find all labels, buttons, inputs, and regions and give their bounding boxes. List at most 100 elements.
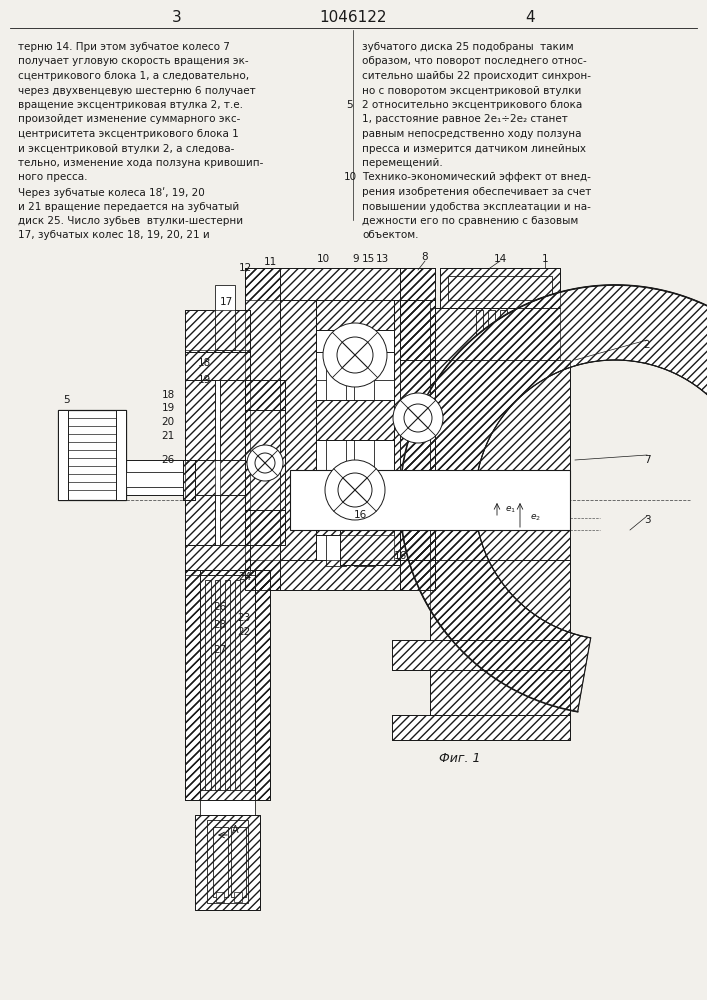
Text: $e_2$: $e_2$: [530, 513, 541, 523]
Text: пресса и измерится датчиком линейных: пресса и измерится датчиком линейных: [362, 143, 586, 153]
Text: 5: 5: [346, 100, 354, 110]
Circle shape: [323, 323, 387, 387]
Bar: [290, 470, 570, 530]
Text: 8: 8: [421, 252, 428, 262]
Bar: [512, 310, 519, 400]
Bar: [183, 460, 193, 500]
Text: тельно, изменение хода ползуна кривошип-: тельно, изменение хода ползуна кривошип-: [18, 158, 264, 168]
Polygon shape: [220, 380, 250, 545]
Text: 7: 7: [643, 455, 650, 465]
Polygon shape: [340, 530, 400, 565]
Text: 1, расстояние равное 2е₁÷2е₂ станет: 1, расстояние равное 2е₁÷2е₂ станет: [362, 114, 568, 124]
Text: дежности его по сравнению с базовым: дежности его по сравнению с базовым: [362, 216, 578, 226]
Text: получает угловую скорость вращения эк-: получает угловую скорость вращения эк-: [18, 56, 249, 66]
Bar: [316, 380, 394, 435]
Text: 16: 16: [393, 551, 407, 561]
Text: 19: 19: [197, 375, 211, 385]
Bar: [205, 580, 211, 790]
Text: Через зубчатые колеса 18ʹ, 19, 20: Через зубчатые колеса 18ʹ, 19, 20: [18, 187, 205, 198]
Bar: [231, 827, 246, 897]
Polygon shape: [430, 670, 570, 715]
Polygon shape: [316, 300, 394, 330]
Bar: [234, 892, 242, 902]
Text: 11: 11: [264, 257, 276, 267]
Circle shape: [404, 404, 432, 432]
Polygon shape: [245, 268, 435, 300]
Text: центриситета эксцентрикового блока 1: центриситета эксцентрикового блока 1: [18, 129, 239, 139]
Text: сительно шайбы 22 происходит синхрон-: сительно шайбы 22 происходит синхрон-: [362, 71, 591, 81]
Text: произойдет изменение суммарного экс-: произойдет изменение суммарного экс-: [18, 114, 240, 124]
Text: 19: 19: [161, 403, 175, 413]
Text: но с поворотом эксцентриковой втулки: но с поворотом эксцентриковой втулки: [362, 86, 581, 96]
Text: зубчатого диска 25 подобраны  таким: зубчатого диска 25 подобраны таким: [362, 42, 573, 52]
Text: 13: 13: [375, 254, 389, 264]
Text: 4: 4: [525, 10, 534, 25]
Polygon shape: [280, 300, 316, 560]
Circle shape: [255, 453, 275, 473]
Text: перемещений.: перемещений.: [362, 158, 443, 168]
Bar: [200, 575, 255, 790]
Text: A: A: [232, 825, 239, 835]
Text: 2: 2: [643, 340, 650, 350]
Text: ного пресса.: ного пресса.: [18, 172, 88, 182]
Polygon shape: [195, 815, 260, 910]
Polygon shape: [440, 268, 560, 308]
Circle shape: [247, 445, 283, 481]
Bar: [215, 285, 235, 350]
Bar: [58, 410, 68, 500]
Text: 18: 18: [197, 358, 211, 368]
Polygon shape: [400, 300, 435, 360]
Bar: [245, 460, 285, 495]
Polygon shape: [245, 268, 280, 590]
Bar: [235, 580, 240, 790]
Bar: [200, 800, 255, 815]
Circle shape: [337, 337, 373, 373]
Polygon shape: [185, 545, 250, 575]
Text: Технико-экономический эффект от внед-: Технико-экономический эффект от внед-: [362, 172, 591, 182]
Polygon shape: [392, 640, 570, 670]
Bar: [245, 410, 285, 510]
Text: 26: 26: [161, 455, 175, 465]
Text: объектом.: объектом.: [362, 231, 419, 240]
Polygon shape: [430, 308, 560, 360]
Polygon shape: [392, 715, 570, 740]
Text: 22: 22: [238, 627, 250, 637]
Bar: [430, 360, 500, 375]
Polygon shape: [400, 285, 707, 712]
Polygon shape: [316, 500, 394, 535]
Polygon shape: [400, 490, 435, 560]
Circle shape: [393, 393, 443, 443]
Text: образом, что поворот последнего относ-: образом, что поворот последнего относ-: [362, 56, 587, 66]
Text: 15: 15: [361, 254, 375, 264]
Text: 3: 3: [172, 10, 182, 25]
Text: и эксцентриковой втулки 2, а следова-: и эксцентриковой втулки 2, а следова-: [18, 143, 235, 153]
Polygon shape: [185, 570, 200, 800]
Polygon shape: [316, 400, 394, 440]
Polygon shape: [430, 360, 570, 500]
Bar: [280, 300, 400, 560]
Text: 23: 23: [238, 613, 250, 623]
Bar: [207, 820, 248, 903]
Polygon shape: [245, 380, 285, 410]
Circle shape: [325, 460, 385, 520]
Bar: [60, 460, 245, 495]
Text: 1: 1: [542, 254, 549, 264]
Polygon shape: [245, 560, 435, 590]
Text: терню 14. При этом зубчатое колесо 7: терню 14. При этом зубчатое колесо 7: [18, 42, 230, 52]
Bar: [126, 472, 188, 487]
Text: 12: 12: [238, 263, 252, 273]
Text: повышении удобства эксплеатации и на-: повышении удобства эксплеатации и на-: [362, 202, 591, 212]
Text: 27: 27: [214, 645, 227, 655]
Bar: [58, 410, 126, 500]
Bar: [225, 580, 230, 790]
Polygon shape: [185, 350, 250, 380]
Text: диск 25. Число зубьев  втулки-шестерни: диск 25. Число зубьев втулки-шестерни: [18, 216, 243, 226]
Bar: [488, 310, 495, 400]
Text: 9: 9: [353, 254, 359, 264]
Text: 28: 28: [214, 620, 227, 630]
Text: через двухвенцевую шестерню 6 получает: через двухвенцевую шестерню 6 получает: [18, 86, 256, 96]
Bar: [116, 410, 126, 500]
Text: 17, зубчатых колес 18, 19, 20, 21 и: 17, зубчатых колес 18, 19, 20, 21 и: [18, 231, 210, 240]
Bar: [430, 375, 460, 405]
Bar: [354, 356, 374, 566]
